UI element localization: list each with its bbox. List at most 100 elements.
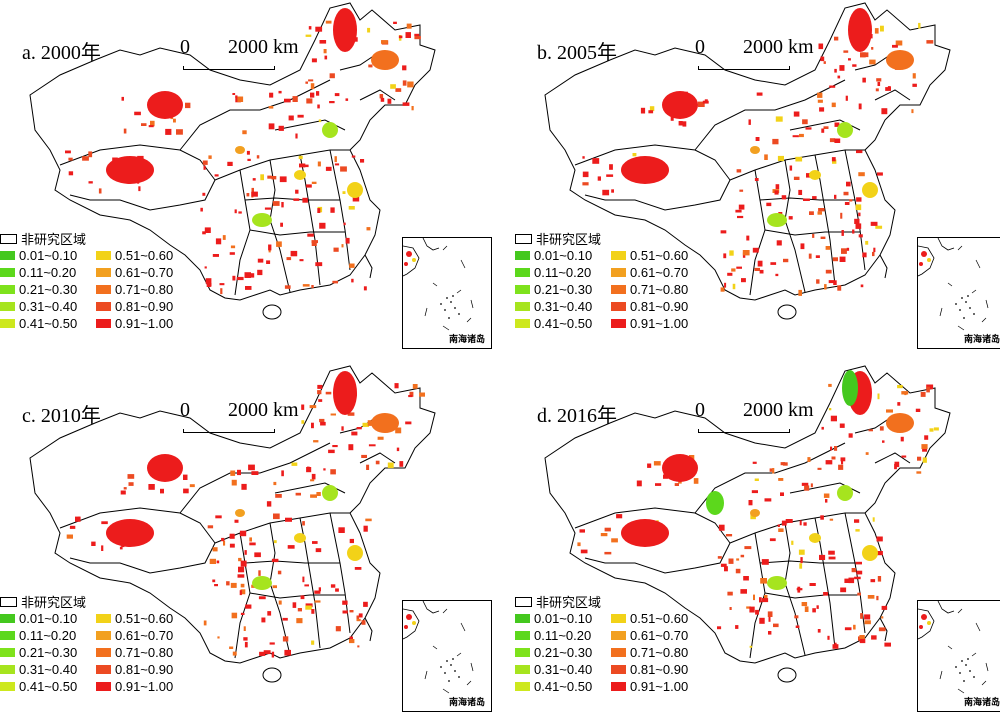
legend-item: 0.21~0.30 [0,644,96,661]
county-patch [208,155,212,159]
county-patch [783,258,789,263]
county-patch [746,235,750,241]
county-patch [306,98,313,104]
county-patch [816,605,819,609]
legend-label: 0.11~0.20 [19,265,77,280]
county-patch [816,279,820,284]
county-patch [212,254,219,257]
county-patch [807,457,811,462]
county-patch [325,391,332,395]
county-patch [768,616,771,622]
legend-swatch [611,682,626,691]
legend-item: 0.71~0.80 [611,644,711,661]
county-patch [395,427,402,434]
legend-item: 0.91~1.00 [611,678,711,695]
legend-swatch [611,319,626,328]
county-patch [246,193,250,197]
county-patch [232,651,237,656]
county-patch [720,230,727,234]
county-patch [855,561,862,565]
county-patch [244,272,251,278]
legend-label: 0.81~0.90 [115,662,174,677]
legend-label: 0.01~0.10 [534,611,593,626]
county-patch [582,182,589,186]
county-patch [882,440,885,443]
county-patch [335,588,339,592]
legend-label: 0.91~1.00 [115,316,174,331]
county-patch [123,128,127,134]
county-patch [354,567,362,570]
county-patch [227,161,233,166]
county-patch [349,538,354,544]
map-panel-d: d. 2016年 0 2000 km 非研究区域 0.01~0.10 0.51~0… [515,363,1000,725]
county-patch [284,98,291,103]
map-panel-c: c. 2010年 0 2000 km 非研究区域 0.01~0.10 0.51~0… [0,363,500,725]
county-patch [636,480,642,487]
county-patch [412,384,418,389]
region-patch [371,413,399,433]
county-patch [780,492,784,496]
county-patch [323,49,327,54]
county-patch [68,171,74,176]
county-patch [817,211,822,215]
county-patch [332,280,338,284]
legend-non-research-label: 非研究区域 [536,232,602,247]
legend-swatch [0,302,15,311]
county-patch [358,613,363,618]
county-patch [268,244,272,251]
legend-label: 0.21~0.30 [19,645,78,660]
china-map [544,365,951,683]
county-patch [66,534,73,539]
county-patch [753,594,755,601]
legend: 非研究区域 0.01~0.10 0.51~0.60 0.11~0.20 0.61~0.… [515,593,745,695]
county-patch [916,471,922,474]
legend-classes: 0.01~0.10 0.51~0.60 0.11~0.20 0.61~0.70 0.21… [515,610,745,695]
county-patch [834,446,838,451]
legend-non-research-label: 非研究区域 [21,232,87,247]
county-patch [306,467,312,473]
county-patch [393,21,397,24]
legend-swatch [515,268,530,277]
legend-swatch [96,268,111,277]
county-patch [702,100,709,104]
county-patch [402,65,407,71]
south-china-sea-inset: 南海诸岛 [402,600,492,712]
county-patch [761,559,769,565]
legend-swatch [515,285,530,294]
county-patch [876,78,882,82]
county-patch [922,457,927,463]
legend-swatch [0,682,15,691]
county-patch [341,426,344,431]
county-patch [880,25,884,32]
region-patch [322,122,338,138]
county-patch [862,52,869,58]
county-patch [663,474,669,479]
county-patch [356,615,359,621]
county-patch [259,651,266,656]
county-patch [804,606,809,612]
county-patch [720,563,727,567]
county-patch [773,623,779,628]
county-patch [884,642,891,647]
legend-item: 0.51~0.60 [611,247,711,264]
county-patch [725,534,733,537]
county-patch [342,191,346,194]
county-patch [837,285,842,291]
county-patch [329,101,335,104]
county-patch [877,81,881,86]
county-patch [203,620,207,626]
county-patch [226,581,230,586]
county-patch [342,610,348,614]
county-patch [352,196,360,202]
county-patch [307,233,314,237]
legend-label: 0.41~0.50 [19,679,78,694]
legend-swatch [96,319,111,328]
county-patch [824,284,827,290]
county-patch [764,154,768,160]
county-patch [900,436,904,442]
county-patch [323,468,326,471]
scale-zero: 0 [695,36,705,58]
legend-label: 0.61~0.70 [630,628,689,643]
region-patch [750,146,760,154]
county-patch [185,102,191,109]
